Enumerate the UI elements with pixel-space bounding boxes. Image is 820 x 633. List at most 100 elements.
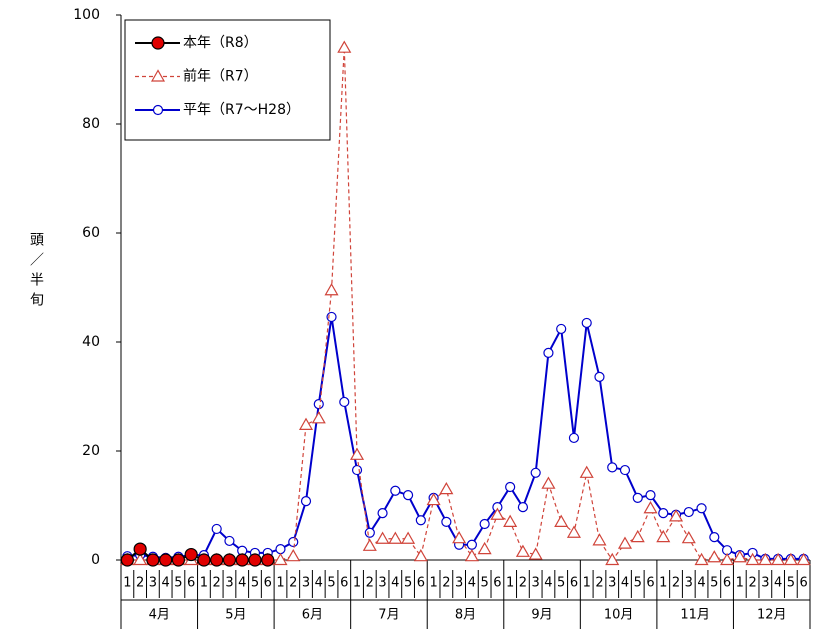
marker [530, 467, 541, 478]
marker [197, 553, 211, 567]
marker [658, 508, 669, 519]
x-tick-label: 5 [557, 576, 565, 591]
legend: 本年（R8） 前年（R7） 平年（R7～H28） [124, 19, 331, 141]
y-tick-label: 40 [82, 334, 100, 350]
group-label: 4月 [149, 608, 170, 623]
marker [452, 530, 467, 544]
x-tick-label: 4 [468, 576, 476, 591]
legend-label: 平年（R7～H28） [183, 102, 300, 118]
x-tick-label: 2 [136, 576, 144, 591]
x-tick-label: 5 [480, 576, 488, 591]
marker [490, 507, 505, 520]
marker [758, 552, 773, 566]
marker [413, 548, 428, 562]
x-tick-label: 4 [697, 576, 705, 591]
marker [720, 552, 735, 566]
x-tick-label: 3 [761, 576, 769, 591]
marker [656, 529, 671, 543]
marker [517, 502, 529, 513]
marker [605, 552, 620, 566]
x-tick-label: 3 [302, 576, 310, 591]
x-tick-label: 5 [251, 576, 259, 591]
marker [150, 69, 166, 82]
x-tick-label: 4 [238, 576, 246, 591]
marker [159, 553, 173, 567]
x-tick-label: 5 [327, 576, 335, 591]
marker [554, 514, 569, 527]
x-tick-label: 1 [583, 576, 591, 591]
group-label: 6月 [302, 608, 323, 623]
marker [643, 501, 658, 514]
marker [248, 553, 262, 567]
marker [350, 447, 365, 460]
series-line [127, 316, 804, 560]
group-label: 5月 [225, 608, 246, 623]
group-label: 12月 [757, 608, 787, 623]
x-tick-label: 2 [748, 576, 756, 591]
x-tick-label: 4 [544, 576, 552, 591]
x-tick-label: 5 [634, 576, 642, 591]
y-tick-label: 0 [91, 552, 100, 568]
x-tick-label: 1 [659, 576, 667, 591]
x-tick-label: 6 [493, 576, 501, 591]
group-label: 8月 [455, 608, 476, 623]
marker [632, 492, 643, 503]
marker [275, 543, 286, 555]
marker [732, 550, 747, 563]
marker [568, 432, 580, 444]
x-tick-label: 3 [608, 576, 616, 591]
legend-label: 前年（R7） [183, 68, 258, 85]
marker [235, 553, 249, 567]
marker [375, 531, 390, 544]
group-label: 11月 [680, 608, 710, 623]
marker [426, 492, 441, 506]
x-tick-label: 3 [685, 576, 693, 591]
x-tick-label: 4 [162, 576, 170, 591]
marker [783, 552, 798, 566]
x-tick-label: 3 [532, 576, 540, 591]
x-tick-label: 6 [570, 576, 578, 591]
x-tick-label: 2 [442, 576, 450, 591]
x-tick-label: 5 [787, 576, 795, 591]
x-tick-label: 3 [378, 576, 386, 591]
x-tick-label: 4 [774, 576, 782, 591]
marker [324, 283, 339, 296]
marker [796, 552, 811, 566]
marker [401, 531, 416, 544]
y-axis-title: 頭／半旬 [28, 232, 44, 312]
marker [745, 552, 760, 566]
x-tick-label: 1 [736, 576, 744, 591]
marker [477, 541, 492, 555]
x-tick-label: 2 [366, 576, 374, 591]
x-tick-label: 6 [417, 576, 425, 591]
marker [211, 523, 222, 535]
marker [617, 536, 633, 549]
x-tick-label: 6 [799, 576, 807, 591]
x-tick-label: 2 [595, 576, 603, 591]
x-tick-label: 1 [506, 576, 514, 591]
marker [171, 553, 186, 567]
x-tick-label: 5 [710, 576, 718, 591]
marker [298, 417, 314, 430]
marker [466, 539, 477, 550]
y-tick-label: 100 [73, 7, 100, 23]
x-tick-label: 1 [429, 576, 437, 591]
marker [581, 317, 592, 329]
marker [771, 552, 786, 566]
x-tick-label: 2 [289, 576, 297, 591]
marker [696, 503, 707, 514]
marker [528, 547, 543, 560]
marker [313, 399, 324, 410]
x-tick-label: 1 [123, 576, 131, 591]
marker [681, 530, 696, 544]
marker [579, 465, 594, 478]
marker [402, 490, 414, 501]
marker [224, 535, 235, 547]
marker [683, 506, 694, 518]
marker [592, 533, 607, 546]
x-tick-label: 5 [174, 576, 182, 591]
x-tick-label: 4 [391, 576, 399, 591]
marker [339, 396, 350, 408]
marker [645, 490, 656, 501]
